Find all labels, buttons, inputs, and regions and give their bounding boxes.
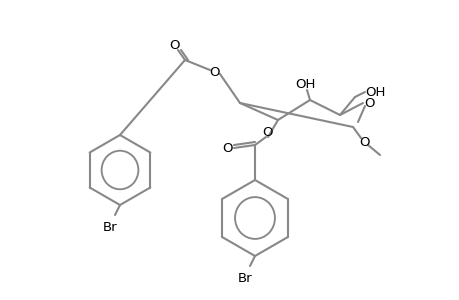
Text: O: O (222, 142, 233, 154)
Text: O: O (262, 125, 273, 139)
Text: O: O (359, 136, 369, 148)
Text: O: O (169, 38, 180, 52)
Text: OH: OH (364, 85, 384, 98)
Text: Br: Br (102, 221, 117, 234)
Text: OH: OH (294, 77, 314, 91)
Text: O: O (209, 65, 220, 79)
Text: O: O (364, 97, 375, 110)
Text: Br: Br (237, 272, 252, 285)
